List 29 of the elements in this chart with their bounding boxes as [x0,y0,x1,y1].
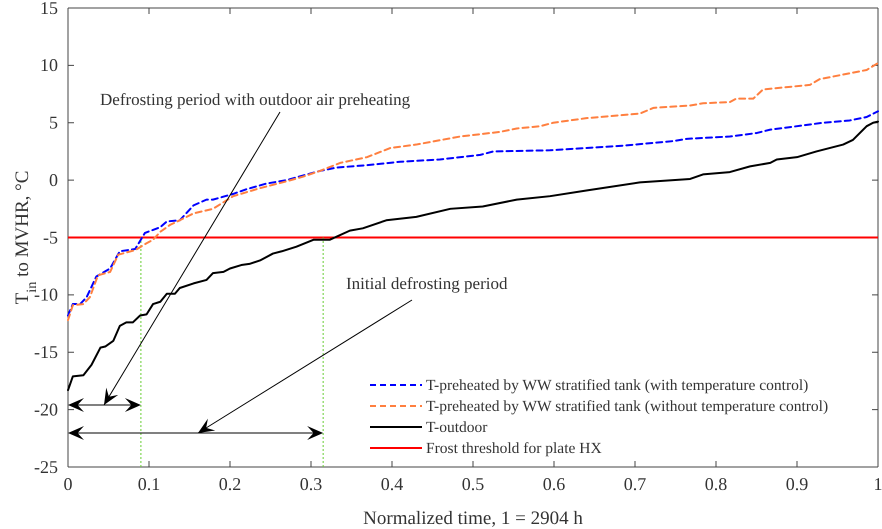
y-tick-label: 15 [40,0,58,18]
y-tick-label: 10 [40,55,58,76]
legend-label: T-preheated by WW stratified tank (with temperature control) [426,377,808,394]
annotation: Defrosting period with outdoor air preheating [100,90,411,109]
y-tick-label: -25 [34,456,58,477]
legend-label: T-preheated by WW stratified tank (without temperature control) [426,398,828,415]
legend-label: T-outdoor [426,419,488,436]
x-tick-label: 0.8 [704,474,728,494]
x-tick-label: 0.3 [300,474,322,494]
y-tick-label: 0 [49,170,58,190]
line-series [67,120,879,392]
y-tick-label: -20 [34,399,58,420]
annotation: Initial defrosting period [346,274,508,293]
x-tick-label: 1 [874,474,882,494]
x-tick-label: 0.4 [380,474,404,494]
x-tick-label: 0.2 [218,474,242,494]
x-tick-label: 0.9 [786,474,808,494]
legend-label: Frost threshold for plate HX [426,440,602,457]
line-series [67,62,879,322]
x-axis-title: Normalized time, 1 = 2904 h [363,508,584,529]
x-tick-label: 0.1 [138,474,160,494]
x-tick-label: 0.6 [542,474,566,494]
y-tick-label: -15 [34,342,58,362]
x-tick-label: 0 [64,474,72,494]
line-series [67,110,879,317]
y-tick-label: 5 [49,112,58,133]
y-tick-label: -5 [43,227,58,248]
x-tick-label: 0.5 [462,474,484,494]
x-tick-label: 0.7 [624,474,646,494]
